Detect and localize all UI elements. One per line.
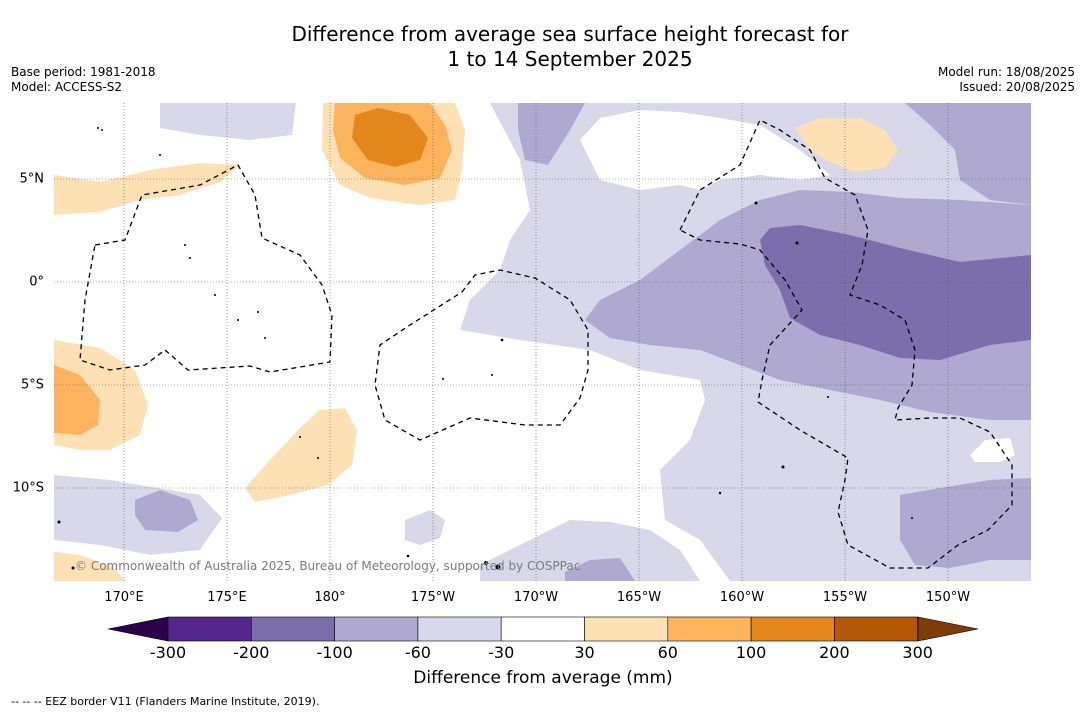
colorbar [107, 616, 979, 642]
contour-neg60-north [518, 103, 585, 165]
colorbar-tick-label: -100 [316, 643, 353, 662]
contour-neg30-north [160, 103, 296, 140]
contour-neg60-southeast [900, 478, 1031, 568]
copyright-notice: © Commonwealth of Australia 2025, Bureau… [75, 559, 581, 573]
colorbar-tick-label: 100 [735, 643, 767, 662]
colorbar-tick-label: -60 [404, 643, 431, 662]
model-run: Model run: 18/08/2025 [937, 65, 1075, 79]
colorbar-bin [667, 616, 752, 642]
contour-pos30-northwest [54, 163, 240, 215]
colorbar-bin [167, 616, 252, 642]
meta-left: Base period: 1981-2018 Model: ACCESS-S2 [11, 65, 156, 95]
meta-right: Model run: 18/08/2025 Issued: 20/08/2025 [938, 65, 1075, 95]
lon-label: 180° [314, 590, 346, 605]
eez-legend: -- -- -- EEZ border V11 (Flanders Marine… [11, 695, 320, 708]
colorbar-title: Difference from average (mm) [413, 668, 673, 688]
eez-borders [79, 119, 1013, 569]
contour-neg30-south [480, 520, 700, 581]
contour-neg30-blob-south [405, 510, 445, 545]
lon-label: 170°W [513, 590, 559, 605]
colorbar-tick-label: 60 [657, 643, 678, 662]
islands [57, 127, 913, 570]
colorbar-tick-label: 30 [574, 643, 595, 662]
colorbar-tick-label: -300 [149, 643, 187, 662]
issued-date: Issued: 20/08/2025 [959, 80, 1075, 94]
lon-label: 175°E [207, 590, 247, 605]
lat-label: 5°N [19, 171, 45, 187]
colorbar-bin [334, 616, 419, 642]
contour-pos30-center [245, 408, 357, 502]
lat-label: 5°S [20, 377, 44, 393]
contour-neg60-blob-southwest [135, 490, 198, 532]
lon-label: 155°W [822, 590, 868, 605]
colorbar-tick-label: 300 [902, 643, 933, 662]
colorbar-tick-label: -30 [488, 643, 515, 662]
colorbar-bin [251, 616, 335, 642]
contour-white-hole-east [970, 438, 1015, 462]
contour-pos30-southwest-corner [54, 552, 125, 581]
lat-label: 10°S [12, 480, 44, 496]
colorbar-bin [750, 616, 835, 642]
colorbar-bin [584, 616, 669, 642]
lon-label: 150°W [925, 590, 971, 605]
contour-neg100-east [760, 225, 1031, 360]
title-line-2: 1 to 14 September 2025 [447, 47, 693, 71]
contour-neg60-northeast [905, 103, 1031, 205]
colorbar-high-extend [917, 616, 979, 642]
lon-label: 165°W [616, 590, 662, 605]
map-title: Difference from average sea surface heig… [0, 22, 1085, 72]
contour-pos30-northeast [795, 118, 898, 172]
contour-white-hole-north [580, 110, 830, 190]
lon-label: 160°W [719, 590, 765, 605]
colorbar-tick-label: 200 [819, 643, 850, 662]
contour-pos100-north [352, 108, 428, 167]
lat-label: 0° [29, 274, 44, 290]
base-period: Base period: 1981-2018 [11, 65, 156, 79]
colorbar-bin [500, 616, 585, 642]
graticule [54, 103, 1031, 581]
model-name: Model: ACCESS-S2 [11, 80, 123, 94]
colorbar-low-extend [107, 616, 169, 642]
colorbar-bin [417, 616, 502, 642]
contour-pos60-west [54, 365, 100, 435]
colorbar-tick-label: -200 [233, 643, 270, 662]
lon-label: 170°E [104, 590, 144, 605]
contour-neg60-south [565, 558, 635, 581]
lon-label: 175°W [410, 590, 456, 605]
title-line-1: Difference from average sea surface heig… [291, 22, 849, 46]
colorbar-bin [834, 616, 919, 642]
contour-field [54, 103, 1031, 581]
